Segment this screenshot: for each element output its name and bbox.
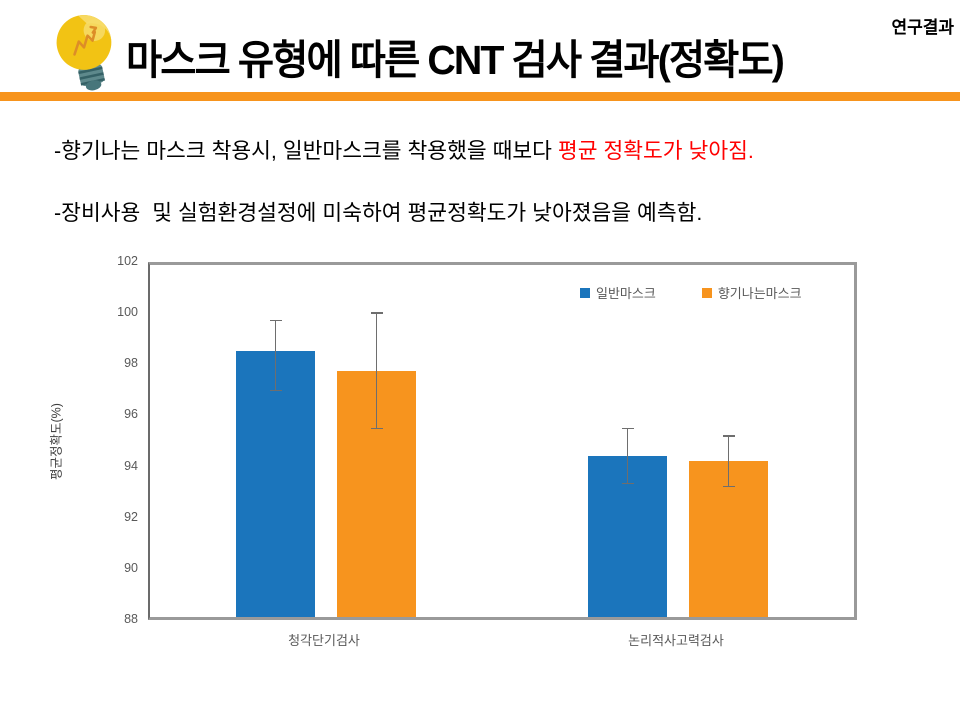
legend-label: 일반마스크 bbox=[596, 286, 656, 301]
note-line-2-text: -장비사용 및 실험환경설정에 미숙하여 평균정확도가 낮아졌음을 예측함. bbox=[54, 201, 703, 225]
error-bar bbox=[274, 320, 277, 391]
y-tick-label: 102 bbox=[117, 254, 138, 268]
accent-divider bbox=[0, 92, 960, 101]
slide-title: 마스크 유형에 따른 CNT 검사 결과(정확도) bbox=[126, 37, 785, 83]
lightbulb-icon bbox=[56, 15, 112, 91]
error-bar-cap bbox=[370, 427, 383, 430]
error-bar-cap bbox=[722, 485, 735, 487]
y-tick-label: 96 bbox=[124, 407, 138, 422]
y-tick-label: 94 bbox=[124, 458, 138, 473]
legend-item-향기나는마스크: 향기나는마스크 bbox=[701, 283, 802, 302]
plot-area: 일반마스크 향기나는마스크 bbox=[148, 262, 857, 620]
y-tick-label: 98 bbox=[124, 356, 138, 371]
bar-일반마스크-청각단기검사 bbox=[236, 350, 315, 617]
corner-badge: 연구결과 bbox=[891, 18, 954, 37]
y-tick-label: 92 bbox=[124, 509, 138, 524]
legend-item-일반마스크: 일반마스크 bbox=[580, 283, 656, 302]
note-line-2: -장비사용 및 실험환경설정에 미숙하여 평균정확도가 낮아졌음을 예측함. bbox=[54, 196, 934, 227]
y-tick-label: 88 bbox=[124, 612, 138, 626]
bar-향기나는마스크-논리적사고력검사 bbox=[689, 461, 768, 617]
legend-label: 향기나는마스크 bbox=[717, 286, 802, 301]
error-bar-cap bbox=[269, 389, 282, 392]
legend-swatch-icon bbox=[580, 287, 590, 298]
error-bar bbox=[626, 428, 629, 484]
chart-legend: 일반마스크 향기나는마스크 bbox=[580, 283, 802, 302]
x-category-label: 청각단기검사 bbox=[288, 633, 360, 648]
error-bar-cap bbox=[621, 427, 634, 430]
y-tick-label: 100 bbox=[117, 305, 138, 320]
y-tick-label: 90 bbox=[124, 560, 138, 575]
legend-swatch-icon bbox=[701, 287, 712, 298]
y-axis-title: 평균정확도(%) bbox=[49, 403, 64, 480]
error-bar bbox=[375, 312, 378, 429]
note-line-1-text: -향기나는 마스크 착용시, 일반마스크를 착용했을 때보다 bbox=[54, 139, 558, 163]
error-bar-cap bbox=[621, 482, 634, 485]
error-bar bbox=[727, 435, 730, 487]
error-bar-cap bbox=[722, 435, 735, 437]
error-bar-cap bbox=[370, 312, 383, 314]
error-bar-cap bbox=[269, 319, 282, 322]
x-category-label: 논리적사고력검사 bbox=[628, 633, 724, 648]
note-line-1: -향기나는 마스크 착용시, 일반마스크를 착용했을 때보다 평균 정확도가 낮… bbox=[54, 134, 934, 165]
note-line-1-highlight: 평균 정확도가 낮아짐. bbox=[557, 139, 754, 163]
